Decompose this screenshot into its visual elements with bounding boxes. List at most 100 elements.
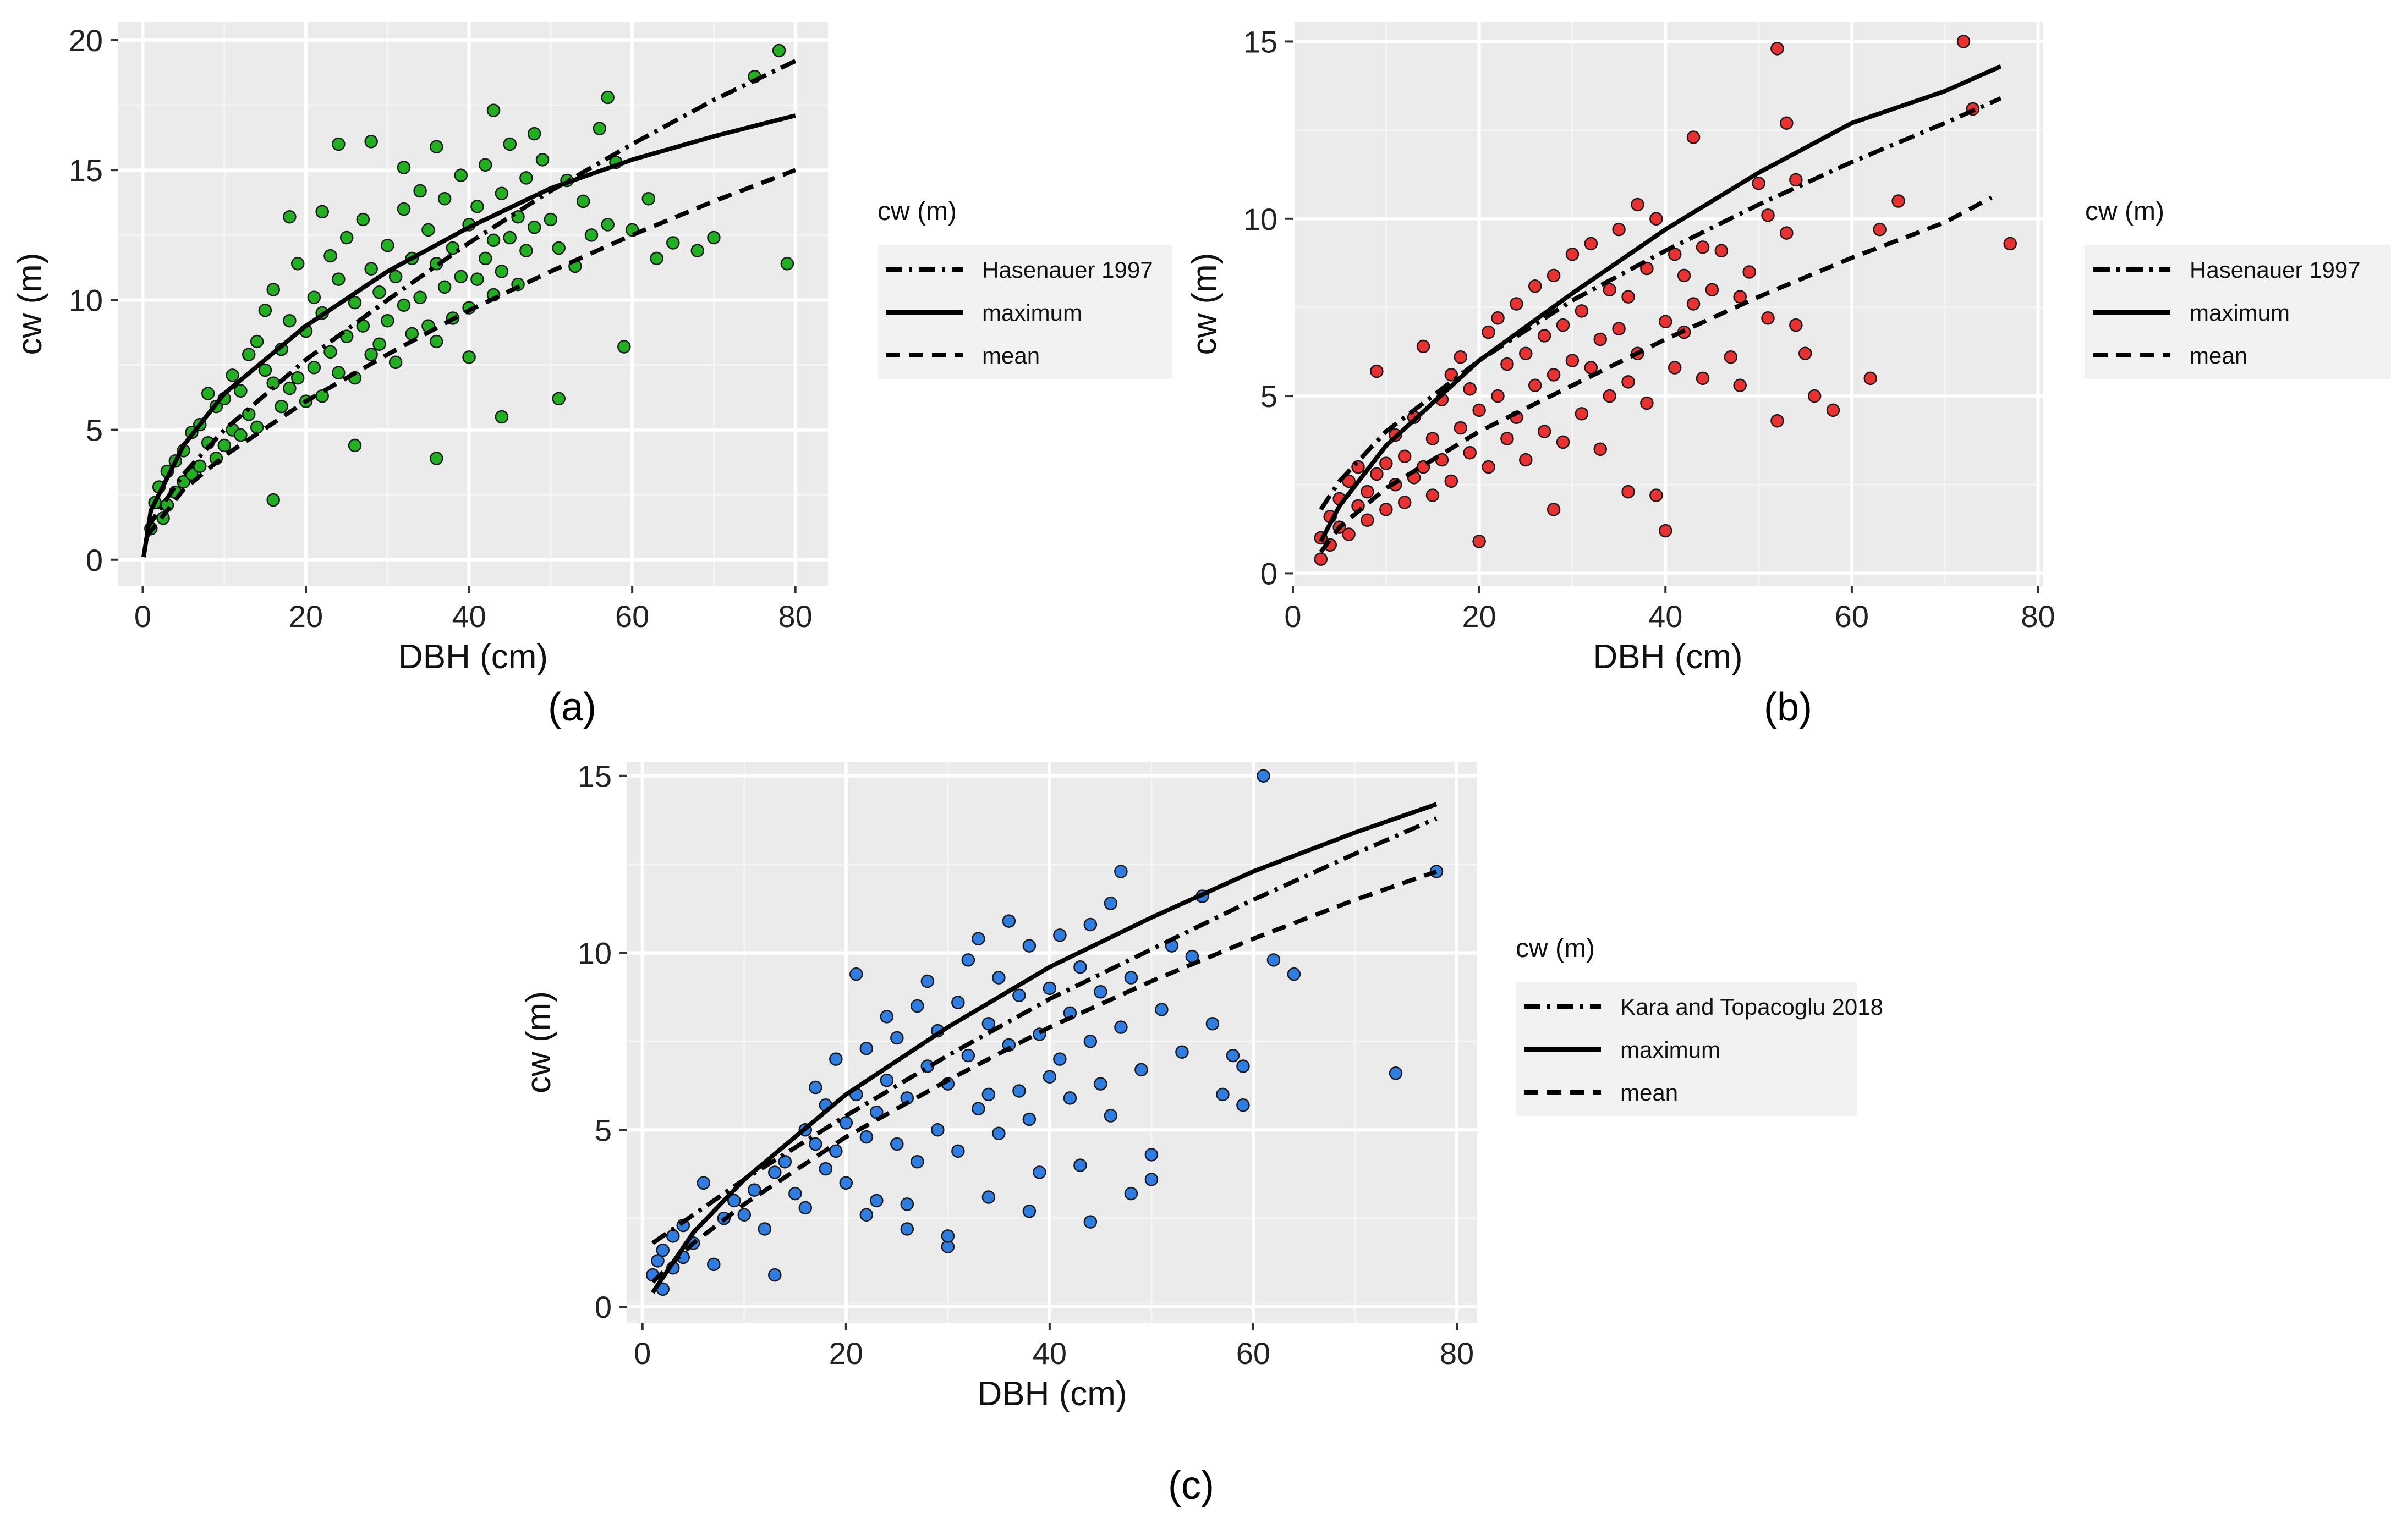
data-point bbox=[1134, 1063, 1148, 1077]
data-point bbox=[1612, 222, 1626, 237]
data-point bbox=[430, 452, 443, 465]
data-point bbox=[651, 1254, 665, 1268]
data-point bbox=[258, 363, 272, 377]
data-point bbox=[462, 350, 476, 364]
data-point bbox=[1873, 222, 1887, 237]
legend: cw (m) Hasenauer 1997 maximum mean bbox=[878, 197, 1172, 379]
data-point bbox=[290, 257, 305, 271]
data-point bbox=[1083, 1035, 1098, 1048]
data-point bbox=[1236, 1098, 1250, 1112]
data-point bbox=[819, 1162, 833, 1176]
data-point bbox=[1053, 1052, 1067, 1066]
data-point bbox=[527, 127, 541, 141]
data-point bbox=[1053, 928, 1067, 942]
data-point bbox=[1012, 1084, 1026, 1098]
data-point bbox=[1444, 474, 1458, 488]
data-point bbox=[1155, 1003, 1169, 1016]
x-tick-label: 20 bbox=[829, 1336, 863, 1371]
data-point bbox=[275, 399, 288, 414]
data-point bbox=[1043, 1070, 1057, 1084]
y-tick-label: 15 bbox=[578, 759, 612, 794]
data-point bbox=[941, 1229, 955, 1243]
data-point bbox=[1565, 247, 1580, 261]
data-point bbox=[1696, 371, 1710, 386]
legend-label: mean bbox=[1620, 1080, 1678, 1106]
data-point bbox=[601, 90, 615, 105]
data-point bbox=[972, 1102, 985, 1115]
data-point bbox=[437, 280, 452, 294]
data-point bbox=[1621, 290, 1635, 304]
legend-label: mean bbox=[982, 343, 1040, 369]
data-point bbox=[1287, 967, 1301, 981]
data-point bbox=[1584, 361, 1598, 375]
data-point bbox=[332, 272, 346, 286]
data-point bbox=[552, 392, 566, 406]
data-point bbox=[1073, 960, 1087, 974]
data-point bbox=[576, 194, 590, 208]
data-point bbox=[234, 384, 248, 398]
data-point bbox=[242, 348, 256, 361]
data-point bbox=[1696, 240, 1710, 254]
data-point bbox=[364, 348, 378, 361]
data-point bbox=[1482, 460, 1495, 474]
data-point bbox=[348, 295, 362, 310]
data-point bbox=[772, 43, 786, 58]
data-point bbox=[1724, 350, 1738, 364]
series-line-solid bbox=[650, 802, 1438, 1294]
legend-label: mean bbox=[2190, 343, 2247, 369]
data-point bbox=[1537, 425, 1551, 438]
data-point bbox=[1528, 279, 1542, 293]
data-point bbox=[1022, 1112, 1037, 1126]
legend-label: Hasenauer 1997 bbox=[982, 257, 1153, 283]
data-point bbox=[348, 438, 362, 453]
data-point bbox=[1500, 357, 1514, 371]
data-point bbox=[1584, 237, 1598, 251]
data-point bbox=[519, 171, 533, 185]
data-point bbox=[307, 360, 321, 375]
data-point bbox=[859, 1042, 874, 1055]
data-point bbox=[1175, 1045, 1189, 1059]
data-point bbox=[697, 1176, 711, 1190]
data-point bbox=[911, 999, 924, 1013]
series-line-dotdash bbox=[1319, 96, 2002, 511]
data-point bbox=[1770, 42, 1784, 56]
data-point bbox=[1593, 442, 1607, 457]
data-point bbox=[1742, 265, 1756, 279]
data-point bbox=[650, 251, 663, 266]
data-point bbox=[1659, 524, 1672, 538]
panel-caption: (c) bbox=[1168, 1464, 1214, 1508]
data-point bbox=[1114, 1020, 1128, 1034]
data-point bbox=[283, 381, 297, 395]
data-point bbox=[798, 1201, 813, 1215]
y-tick-label: 5 bbox=[86, 413, 103, 448]
data-point bbox=[307, 290, 321, 304]
series-line-solid bbox=[1319, 64, 2002, 543]
data-point bbox=[470, 272, 484, 286]
data-point bbox=[364, 135, 378, 148]
data-point bbox=[1789, 318, 1803, 332]
data-point bbox=[1863, 371, 1878, 386]
data-point bbox=[920, 974, 935, 988]
data-point bbox=[1668, 361, 1682, 375]
legend-title: cw (m) bbox=[878, 197, 957, 226]
data-points bbox=[144, 43, 794, 536]
data-point bbox=[283, 314, 297, 328]
legend: cw (m) Hasenauer 1997 maximum mean bbox=[2085, 197, 2391, 379]
data-point bbox=[1002, 914, 1016, 928]
data-point bbox=[413, 290, 427, 304]
x-tick-label: 20 bbox=[1462, 599, 1496, 634]
data-point bbox=[1043, 981, 1057, 996]
series-line-solid bbox=[141, 113, 796, 558]
data-point bbox=[780, 257, 794, 271]
data-point bbox=[1342, 527, 1356, 541]
data-point bbox=[332, 137, 346, 151]
data-point bbox=[1547, 503, 1561, 516]
data-point bbox=[242, 407, 256, 421]
data-point bbox=[1361, 485, 1374, 499]
data-point bbox=[1528, 378, 1542, 393]
data-point bbox=[1500, 432, 1514, 446]
legend-title: cw (m) bbox=[2085, 197, 2164, 226]
data-point bbox=[1463, 446, 1477, 460]
y-axis-label: cw (m) bbox=[520, 991, 558, 1093]
